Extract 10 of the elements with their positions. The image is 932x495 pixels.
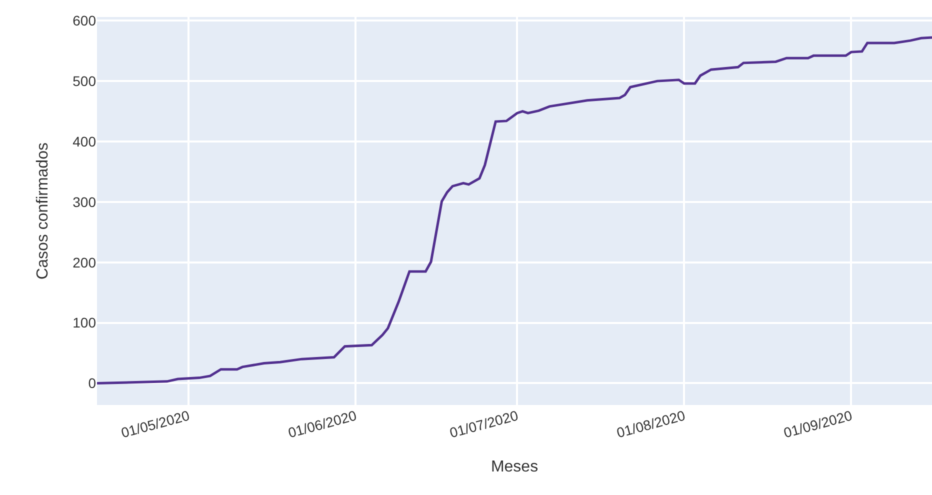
y-tick-label: 500 <box>72 72 96 89</box>
x-axis-title: Meses <box>490 458 538 476</box>
y-tick-label: 100 <box>72 314 96 331</box>
y-tick-label: 400 <box>72 133 96 150</box>
y-tick-label: 200 <box>72 254 96 270</box>
y-tick-label: 0 <box>88 375 96 392</box>
y-tick-label: 600 <box>72 12 96 29</box>
y-tick-label: 300 <box>72 194 96 210</box>
y-axis-title: Casos confirmados <box>34 142 52 280</box>
line-series <box>97 36 932 384</box>
